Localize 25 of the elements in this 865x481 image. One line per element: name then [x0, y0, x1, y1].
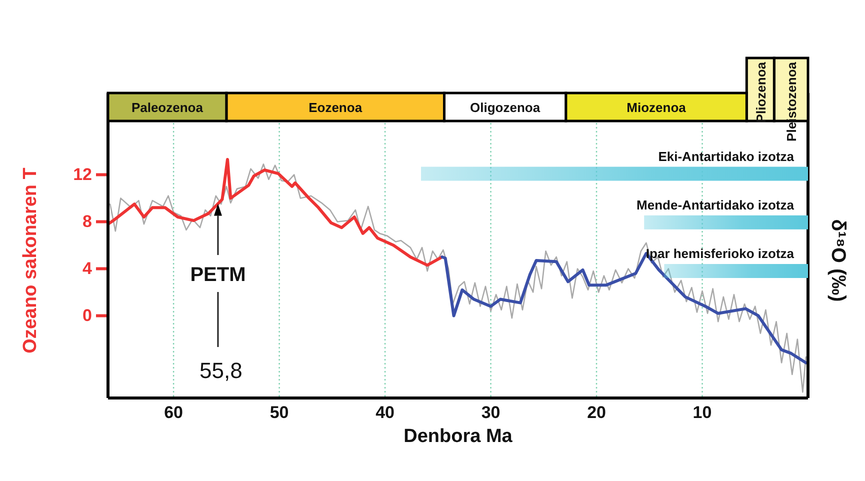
y2-axis-title: δ¹⁸O (‰) — [827, 219, 849, 302]
line-series — [109, 163, 807, 393]
series-label: Oligozenoa — [470, 100, 541, 115]
y-tick-label: Eki-Antartidako izotza — [658, 148, 795, 164]
series-label: Paleozenoa — [131, 100, 204, 115]
y-tick-label: 12 — [73, 165, 92, 184]
series-label: Eozenoa — [308, 100, 363, 115]
y-tick-label: 4 — [82, 259, 93, 278]
y-axis-title: Ozeano sakonaren T — [20, 167, 41, 354]
y-tick-label: 8 — [82, 212, 92, 232]
series-label: Pliozenoa — [753, 61, 768, 123]
series-label: Miozenoa — [626, 100, 687, 115]
y-tick-label: Mende-Antartidako izotza — [636, 197, 795, 212]
ref-line-label: 55,8 — [200, 358, 242, 383]
y-tick-label: Ipar hemisferioko izotza — [646, 246, 795, 261]
series-label: Pleistozenoa — [784, 61, 800, 142]
annotation: PETM — [190, 264, 246, 286]
x-tick-label: 50 — [270, 403, 289, 422]
x-tick-label: 10 — [692, 403, 712, 422]
x-axis-title: Denbora Ma — [404, 426, 513, 447]
x-tick-label: 40 — [376, 403, 394, 422]
x-tick-label: 60 — [164, 403, 184, 422]
y-tick-label: 0 — [82, 306, 92, 326]
x-tick-label: 20 — [587, 403, 606, 422]
x-tick-label: 30 — [481, 403, 500, 422]
